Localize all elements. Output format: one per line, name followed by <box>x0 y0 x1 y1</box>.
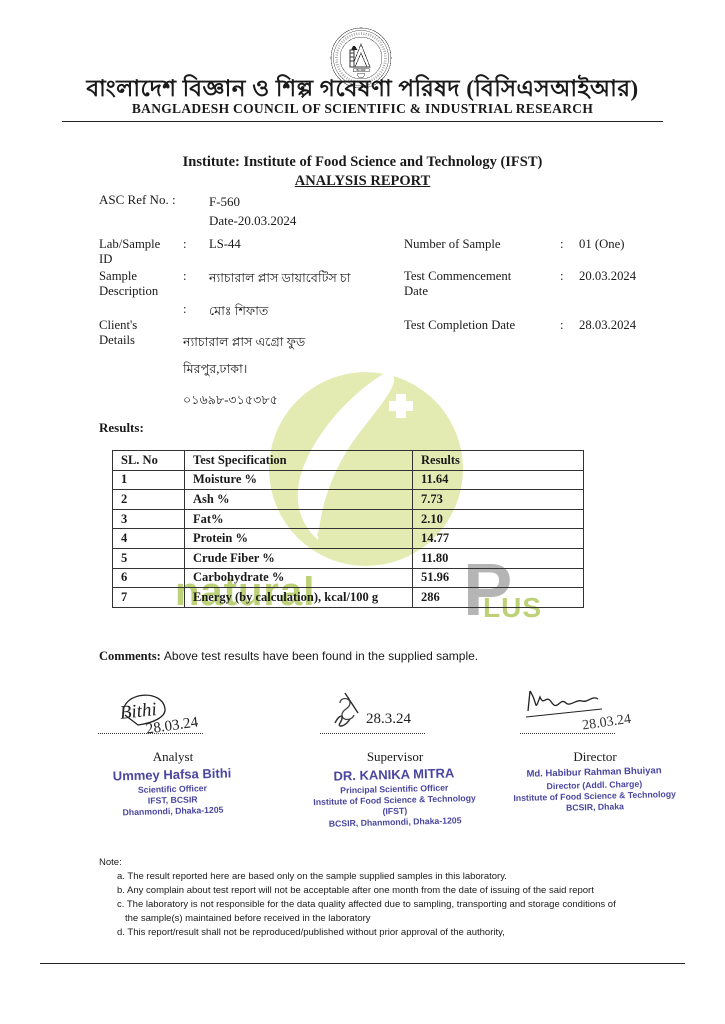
svg-text:28.3.24: 28.3.24 <box>366 711 412 727</box>
svg-text:28.03.24: 28.03.24 <box>581 712 632 734</box>
